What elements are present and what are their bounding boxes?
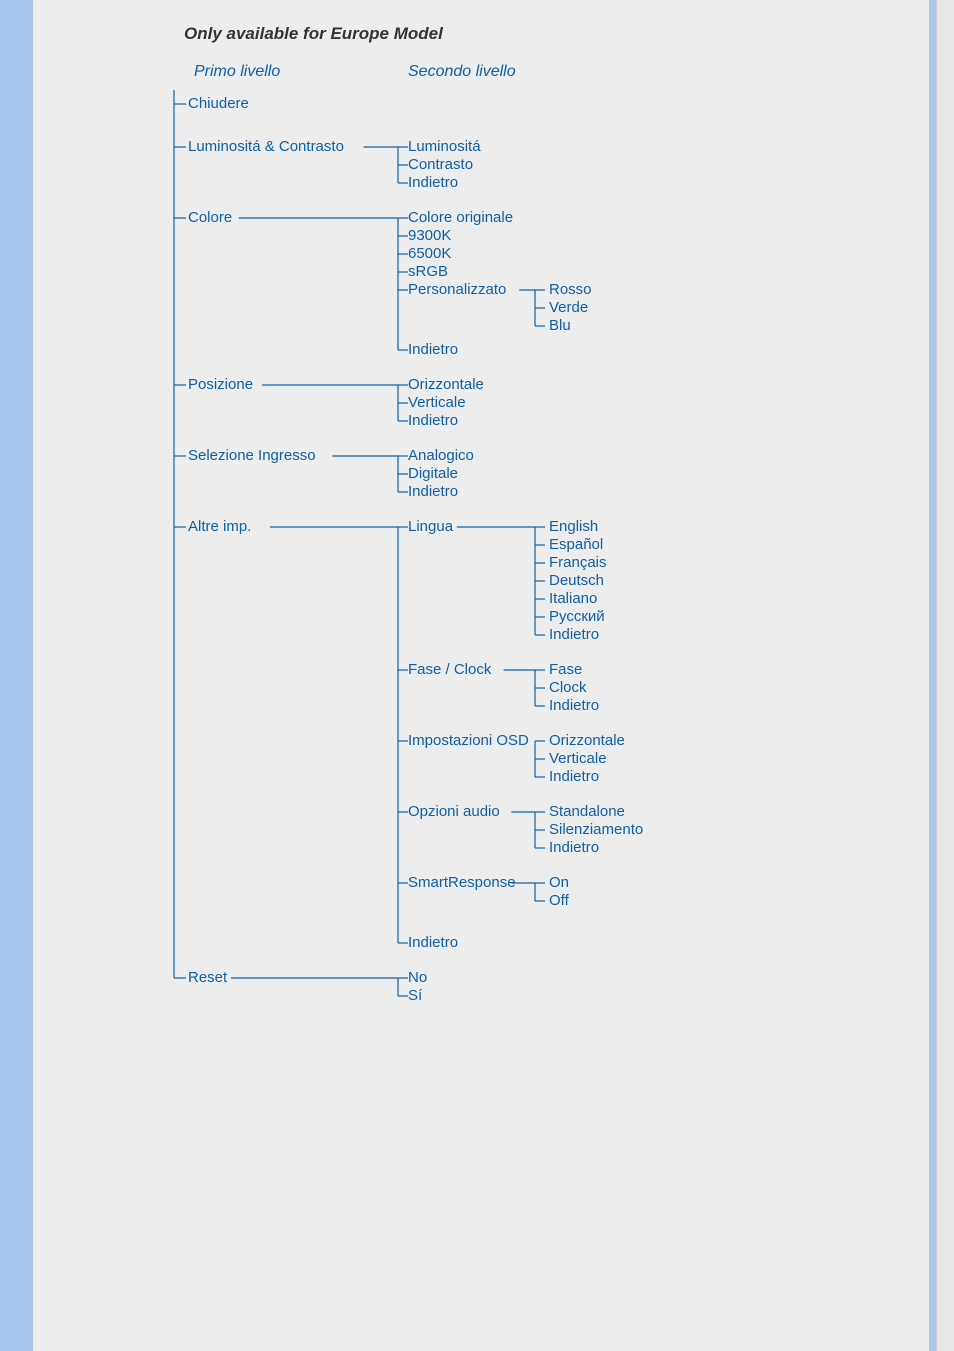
- document-page: Only available for Europe Model Primo li…: [33, 0, 929, 1351]
- menu-l3-5-2-0: Orizzontale: [549, 732, 625, 750]
- menu-l1-5: Altre imp.: [188, 518, 251, 536]
- menu-l2-5-4: SmartResponse: [408, 874, 516, 892]
- menu-l1-1: Luminositá & Contrasto: [188, 138, 344, 156]
- menu-l1-4: Selezione Ingresso: [188, 447, 316, 465]
- menu-l3-5-4-1: Off: [549, 892, 569, 910]
- menu-l2-3-1: Verticale: [408, 394, 466, 412]
- menu-l1-2: Colore: [188, 209, 232, 227]
- menu-l2-1-0: Luminositá: [408, 138, 481, 156]
- menu-l3-5-2-1: Verticale: [549, 750, 607, 768]
- menu-l2-5-5: Indietro: [408, 934, 458, 952]
- menu-l2-1-2: Indietro: [408, 174, 458, 192]
- menu-l3-5-0-0: English: [549, 518, 598, 536]
- menu-l3-5-1-2: Indietro: [549, 697, 599, 715]
- menu-l2-2-5: Indietro: [408, 341, 458, 359]
- menu-l2-5-3: Opzioni audio: [408, 803, 500, 821]
- menu-l1-0: Chiudere: [188, 95, 249, 113]
- menu-l3-5-0-3: Deutsch: [549, 572, 604, 590]
- menu-l2-5-1: Fase / Clock: [408, 661, 491, 679]
- menu-l3-5-3-2: Indietro: [549, 839, 599, 857]
- menu-l3-5-3-0: Standalone: [549, 803, 625, 821]
- header-title: Only available for Europe Model: [184, 24, 443, 44]
- menu-l1-3: Posizione: [188, 376, 253, 394]
- menu-l2-3-0: Orizzontale: [408, 376, 484, 394]
- column-header-1: Primo livello: [194, 62, 280, 81]
- menu-l2-2-0: Colore originale: [408, 209, 513, 227]
- menu-l3-5-0-6: Indietro: [549, 626, 599, 644]
- menu-l3-5-0-5: Pусский: [549, 608, 605, 626]
- menu-l3-5-0-4: Italiano: [549, 590, 597, 608]
- menu-l3-5-4-0: On: [549, 874, 569, 892]
- menu-l2-2-2: 6500K: [408, 245, 451, 263]
- menu-l3-2-4-1: Verde: [549, 299, 588, 317]
- menu-l3-5-2-2: Indietro: [549, 768, 599, 786]
- menu-l3-5-3-1: Silenziamento: [549, 821, 643, 839]
- menu-l2-2-4: Personalizzato: [408, 281, 506, 299]
- menu-l3-5-1-0: Fase: [549, 661, 582, 679]
- menu-l2-2-1: 9300K: [408, 227, 451, 245]
- menu-l2-4-0: Analogico: [408, 447, 474, 465]
- menu-l2-5-0: Lingua: [408, 518, 453, 536]
- menu-l2-3-2: Indietro: [408, 412, 458, 430]
- menu-l2-4-2: Indietro: [408, 483, 458, 501]
- menu-l3-5-0-2: Français: [549, 554, 607, 572]
- menu-l2-1-1: Contrasto: [408, 156, 473, 174]
- menu-l2-2-3: sRGB: [408, 263, 448, 281]
- outer-frame: Only available for Europe Model Primo li…: [0, 0, 954, 1351]
- menu-l2-6-1: Sí: [408, 987, 422, 1005]
- menu-l3-5-1-1: Clock: [549, 679, 587, 697]
- menu-l3-2-4-0: Rosso: [549, 281, 592, 299]
- menu-l2-4-1: Digitale: [408, 465, 458, 483]
- menu-l1-6: Reset: [188, 969, 227, 987]
- menu-l3-5-0-1: Español: [549, 536, 603, 554]
- menu-l3-2-4-2: Blu: [549, 317, 571, 335]
- column-header-2: Secondo livello: [408, 62, 516, 81]
- menu-l2-5-2: Impostazioni OSD: [408, 732, 529, 750]
- vertical-scrollbar[interactable]: [936, 0, 954, 1351]
- menu-l2-6-0: No: [408, 969, 427, 987]
